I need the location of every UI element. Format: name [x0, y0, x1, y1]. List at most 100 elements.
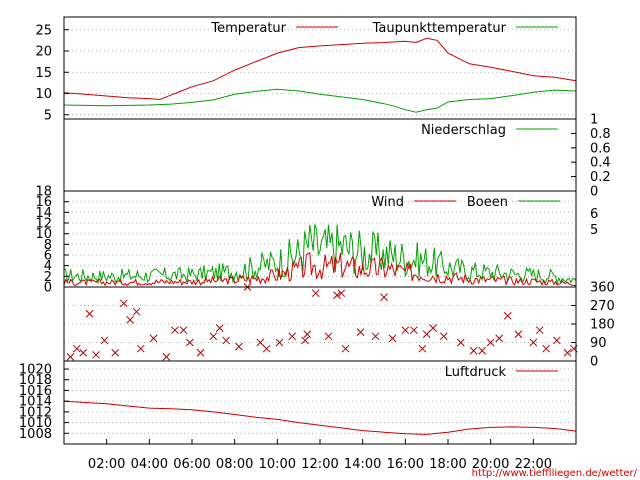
series-line-temperatur [63, 37, 577, 101]
y2-tick-label-p1-5: 1 [590, 113, 598, 128]
wind-direction-point-51 [215, 324, 224, 332]
wind-direction-point-33 [486, 338, 495, 347]
legend-label-temperatur: Temperatur [210, 21, 286, 36]
wind-direction-point-37 [542, 344, 550, 353]
wind-direction-point-38 [552, 336, 561, 345]
y-tick-label-p4-6: 1020 [19, 363, 52, 378]
x-tick-label-8: 18:00 [429, 457, 466, 472]
x-tick-label-2: 06:00 [173, 457, 210, 472]
wind-direction-point-25 [371, 332, 380, 341]
y-tick-label-p4-3: 1014 [19, 395, 52, 410]
wind-direction-point-21 [311, 289, 320, 298]
wind-direction-point-2 [85, 309, 94, 318]
y-tick-label-p0-2: 15 [35, 66, 52, 81]
y-tick-label-p4-2: 1012 [19, 405, 52, 420]
wind-direction-point-44 [303, 330, 312, 339]
y-tick-label-p4-1: 1010 [19, 416, 52, 431]
wind-direction-point-9 [162, 353, 171, 361]
y-tick-label-p2-6: 12 [35, 217, 52, 232]
wind-direction-point-19 [288, 332, 297, 341]
y-tick-label-p4-4: 1016 [19, 384, 52, 399]
series-line-luftdruck [63, 400, 577, 435]
y-tick-label-p2-0: 0 [44, 281, 52, 296]
y-tick-label-p0-4: 25 [35, 23, 52, 38]
wind-direction-point-0 [66, 353, 75, 361]
wind-direction-point-13 [209, 332, 218, 341]
wind-direction-point-40 [79, 348, 88, 357]
x-tick-label-3: 08:00 [216, 457, 253, 472]
legend-label-boeen: Boeen [467, 195, 508, 210]
wind-direction-point-6 [126, 316, 134, 324]
wind-direction-point-34 [503, 311, 512, 320]
wind-direction-point-5 [111, 348, 120, 357]
y2-tick-label-p1-0: 0 [590, 185, 598, 200]
y-tick-label-p0-1: 10 [35, 87, 52, 102]
wind-direction-point-7 [136, 344, 145, 353]
wind-direction-point-46 [380, 293, 388, 302]
wind-direction-point-32 [469, 346, 478, 355]
series-line-wind [63, 251, 577, 287]
y2-tick-label-p1-4: 0.8 [590, 127, 611, 142]
y2-tick-label-p3-2: 180 [590, 318, 615, 333]
legend-label-niederschlag: Niederschlag [421, 123, 506, 138]
y2-tick-label-p2-0: 6 [590, 207, 598, 222]
y-tick-label-p2-9: 18 [35, 185, 52, 200]
wind-direction-point-17 [262, 344, 271, 353]
y-tick-label-p2-1: 2 [44, 270, 52, 285]
wind-direction-point-53 [410, 326, 418, 335]
y2-tick-label-p3-0: 0 [590, 355, 598, 370]
y2-tick-label-p1-2: 0.4 [590, 156, 611, 171]
y-tick-label-p0-3: 20 [35, 45, 52, 60]
wind-direction-point-35 [514, 330, 523, 339]
y-tick-label-p2-7: 14 [35, 206, 52, 221]
series-line-taupunkt [63, 88, 577, 113]
wind-direction-point-30 [439, 332, 448, 341]
wind-direction-point-12 [196, 348, 205, 357]
legend-label-taupunkt: Taupunkttemperatur [372, 21, 507, 36]
x-tick-label-0: 02:00 [88, 457, 125, 472]
wind-direction-point-20 [301, 336, 309, 345]
wind-direction-point-26 [388, 334, 397, 343]
y2-tick-label-p3-4: 360 [590, 281, 615, 296]
y-tick-label-p2-4: 8 [44, 238, 52, 253]
wind-direction-point-41 [119, 299, 128, 308]
wind-direction-point-10 [171, 326, 179, 335]
x-tick-label-10: 22:00 [515, 457, 552, 472]
y-tick-label-p0-0: 5 [44, 108, 52, 123]
credit-link[interactable]: http://www.tiefflliegen.de/wetter/ [472, 468, 638, 479]
wind-direction-point-15 [235, 342, 243, 351]
y2-tick-label-p3-1: 90 [590, 336, 607, 351]
wind-direction-point-45 [337, 289, 346, 298]
wind-direction-point-31 [456, 338, 465, 347]
wind-direction-point-29 [429, 324, 437, 332]
y-tick-label-p2-2: 4 [44, 259, 52, 274]
wind-direction-point-39 [563, 348, 572, 357]
y-tick-label-p2-3: 6 [44, 249, 52, 264]
wind-direction-point-23 [341, 344, 350, 353]
wind-direction-point-27 [401, 326, 410, 335]
frame-layer [63, 16, 577, 445]
x-tick-label-4: 10:00 [259, 457, 296, 472]
y-tick-label-p4-0: 1008 [19, 427, 52, 442]
y-tick-label-p2-5: 10 [35, 227, 52, 242]
y2-tick-label-p3-3: 270 [590, 299, 615, 314]
y2-tick-label-p1-3: 0.6 [590, 141, 611, 156]
x-tick-label-6: 14:00 [344, 457, 381, 472]
wind-direction-point-50 [132, 307, 141, 316]
y2-tick-label-p2-1: 5 [590, 223, 598, 238]
wind-direction-point-52 [333, 291, 341, 300]
wind-direction-point-3 [92, 350, 100, 359]
wind-direction-point-4 [100, 336, 109, 345]
y-tick-label-p2-8: 16 [35, 195, 52, 210]
y-tick-label-p4-5: 1018 [19, 373, 52, 388]
wind-direction-point-47 [422, 330, 431, 339]
x-tick-label-9: 20:00 [472, 457, 509, 472]
grid-layer [64, 29, 576, 434]
wind-direction-point-22 [324, 332, 333, 341]
wind-direction-point-8 [149, 334, 158, 343]
wind-direction-point-54 [495, 334, 504, 343]
y2-tick-label-p1-1: 0.2 [590, 170, 611, 185]
wind-direction-point-36 [529, 338, 538, 347]
